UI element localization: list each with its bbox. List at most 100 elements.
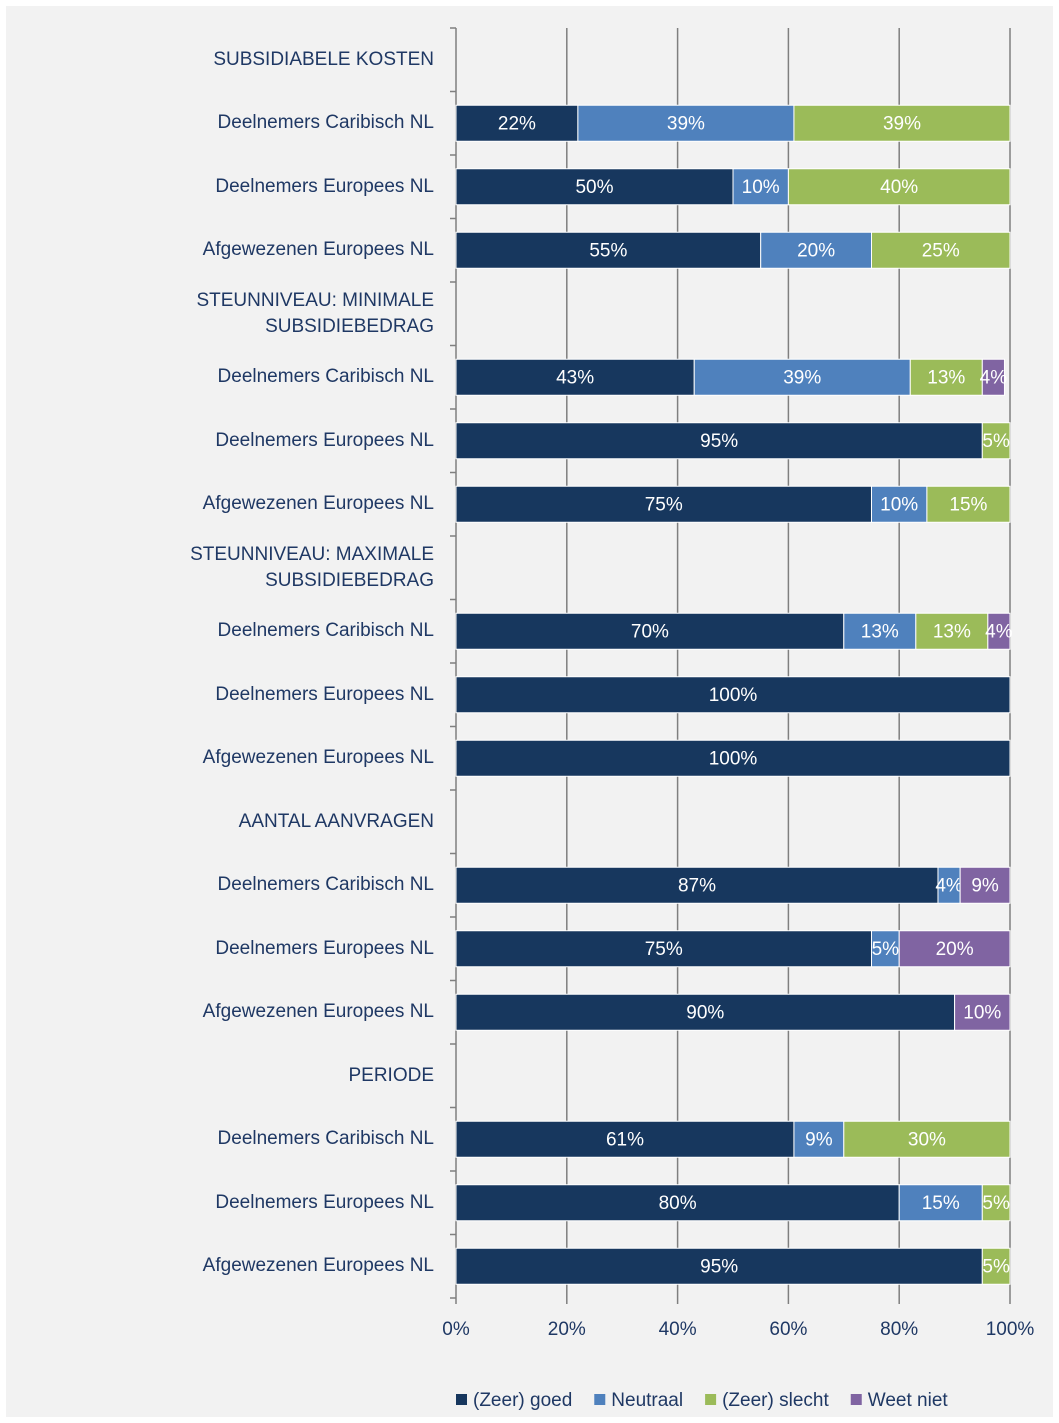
value-label: 39% xyxy=(783,367,821,388)
x-tick-label: 40% xyxy=(659,1319,697,1340)
value-label: 20% xyxy=(797,240,835,261)
bar-segment xyxy=(987,612,1011,650)
category-label: SUBSIDIABELE KOSTEN xyxy=(213,48,434,70)
legend-swatch xyxy=(850,1394,862,1405)
bar-segment xyxy=(455,485,872,523)
bar-segment xyxy=(455,993,956,1031)
bar-segment xyxy=(909,358,983,396)
value-label: 87% xyxy=(678,875,716,896)
bar-segment xyxy=(959,866,1011,904)
value-label: 15% xyxy=(922,1193,960,1214)
legend-swatch xyxy=(705,1394,717,1405)
value-label: 15% xyxy=(949,494,987,515)
value-label: 39% xyxy=(667,113,705,134)
value-label: 10% xyxy=(880,494,918,515)
legend-swatch xyxy=(594,1394,606,1405)
bar-segment xyxy=(843,612,917,650)
bar-segment xyxy=(787,168,1011,206)
legend-swatch xyxy=(456,1394,467,1405)
bar-segment xyxy=(793,104,1011,142)
legend-label: Neutraal xyxy=(611,1390,683,1411)
category-label: Afgewezenen Europees NL xyxy=(202,1255,434,1277)
bar-segment xyxy=(760,231,873,269)
bar-segment xyxy=(926,485,1011,523)
category-label: Deelnemers Caribisch NL xyxy=(217,874,434,896)
bar-segment xyxy=(455,930,872,968)
category-label: Deelnemers Europees NL xyxy=(215,937,434,959)
category-label: Afgewezenen Europees NL xyxy=(202,747,434,769)
value-label: 95% xyxy=(700,431,738,452)
bar-segment xyxy=(455,1120,795,1158)
category-label: Deelnemers Caribisch NL xyxy=(217,112,434,134)
category-label: STEUNNIVEAU: MINIMALE SUBSIDIEBEDRAG xyxy=(196,289,434,337)
value-label: 10% xyxy=(742,177,780,198)
category-label: Deelnemers Europees NL xyxy=(215,1191,434,1213)
category-label: Deelnemers Europees NL xyxy=(215,429,434,451)
value-label: 4% xyxy=(980,367,1008,388)
bar-segment xyxy=(455,676,1011,714)
category-label: Deelnemers Europees NL xyxy=(215,683,434,705)
category-label: Deelnemers Caribisch NL xyxy=(217,620,434,642)
value-label: 25% xyxy=(922,240,960,261)
bar-segment xyxy=(455,231,762,269)
value-label: 10% xyxy=(963,1002,1001,1023)
category-label: Afgewezenen Europees NL xyxy=(202,239,434,261)
value-label: 5% xyxy=(872,939,900,960)
value-label: 30% xyxy=(908,1129,946,1150)
bar-segment xyxy=(455,612,845,650)
bar-segment xyxy=(871,231,1011,269)
x-tick-label: 0% xyxy=(442,1319,470,1340)
bar-segment xyxy=(577,104,795,142)
value-label: 43% xyxy=(556,367,594,388)
bar-segment xyxy=(455,1184,900,1222)
bar-segment xyxy=(455,739,1011,777)
value-label: 22% xyxy=(498,113,536,134)
value-label: 90% xyxy=(686,1002,724,1023)
value-label: 13% xyxy=(861,621,899,642)
bar-segment xyxy=(793,1120,845,1158)
value-label: 70% xyxy=(631,621,669,642)
bar-segment xyxy=(981,1247,1011,1285)
bar-segment xyxy=(898,1184,983,1222)
value-label: 5% xyxy=(982,1256,1010,1277)
value-label: 61% xyxy=(606,1129,644,1150)
bar-segment xyxy=(898,930,1011,968)
bar-segment xyxy=(981,358,1005,396)
x-tick-label: 60% xyxy=(769,1319,807,1340)
category-label: Deelnemers Caribisch NL xyxy=(217,1128,434,1150)
value-label: 39% xyxy=(883,113,921,134)
bar-segment xyxy=(871,485,928,523)
value-label: 9% xyxy=(805,1129,833,1150)
bar-segment xyxy=(455,358,695,396)
category-label: STEUNNIVEAU: MAXIMALE SUBSIDIEBEDRAG xyxy=(190,543,434,591)
value-label: 5% xyxy=(982,1193,1010,1214)
category-label: PERIODE xyxy=(348,1064,434,1086)
value-label: 50% xyxy=(575,177,613,198)
category-label: Afgewezenen Europees NL xyxy=(202,1001,434,1023)
value-label: 40% xyxy=(880,177,918,198)
value-label: 100% xyxy=(709,685,758,706)
x-tick-label: 80% xyxy=(880,1319,918,1340)
value-label: 95% xyxy=(700,1256,738,1277)
bar-segment xyxy=(455,422,983,460)
value-label: 4% xyxy=(985,621,1013,642)
value-label: 20% xyxy=(936,939,974,960)
category-label: AANTAL AANVRAGEN xyxy=(238,810,434,832)
value-label: 9% xyxy=(971,875,999,896)
value-label: 75% xyxy=(645,939,683,960)
bar-segment xyxy=(455,168,734,206)
bar-segment xyxy=(732,168,789,206)
value-label: 5% xyxy=(982,431,1010,452)
value-label: 13% xyxy=(933,621,971,642)
value-label: 80% xyxy=(659,1193,697,1214)
legend-label: (Zeer) goed xyxy=(473,1390,572,1411)
value-label: 13% xyxy=(927,367,965,388)
bar-segment xyxy=(954,993,1011,1031)
bar-segment xyxy=(843,1120,1011,1158)
legend-label: (Zeer) slecht xyxy=(722,1390,829,1411)
value-label: 75% xyxy=(645,494,683,515)
category-label: Afgewezenen Europees NL xyxy=(202,493,434,515)
category-label: Deelnemers Europees NL xyxy=(215,175,434,197)
